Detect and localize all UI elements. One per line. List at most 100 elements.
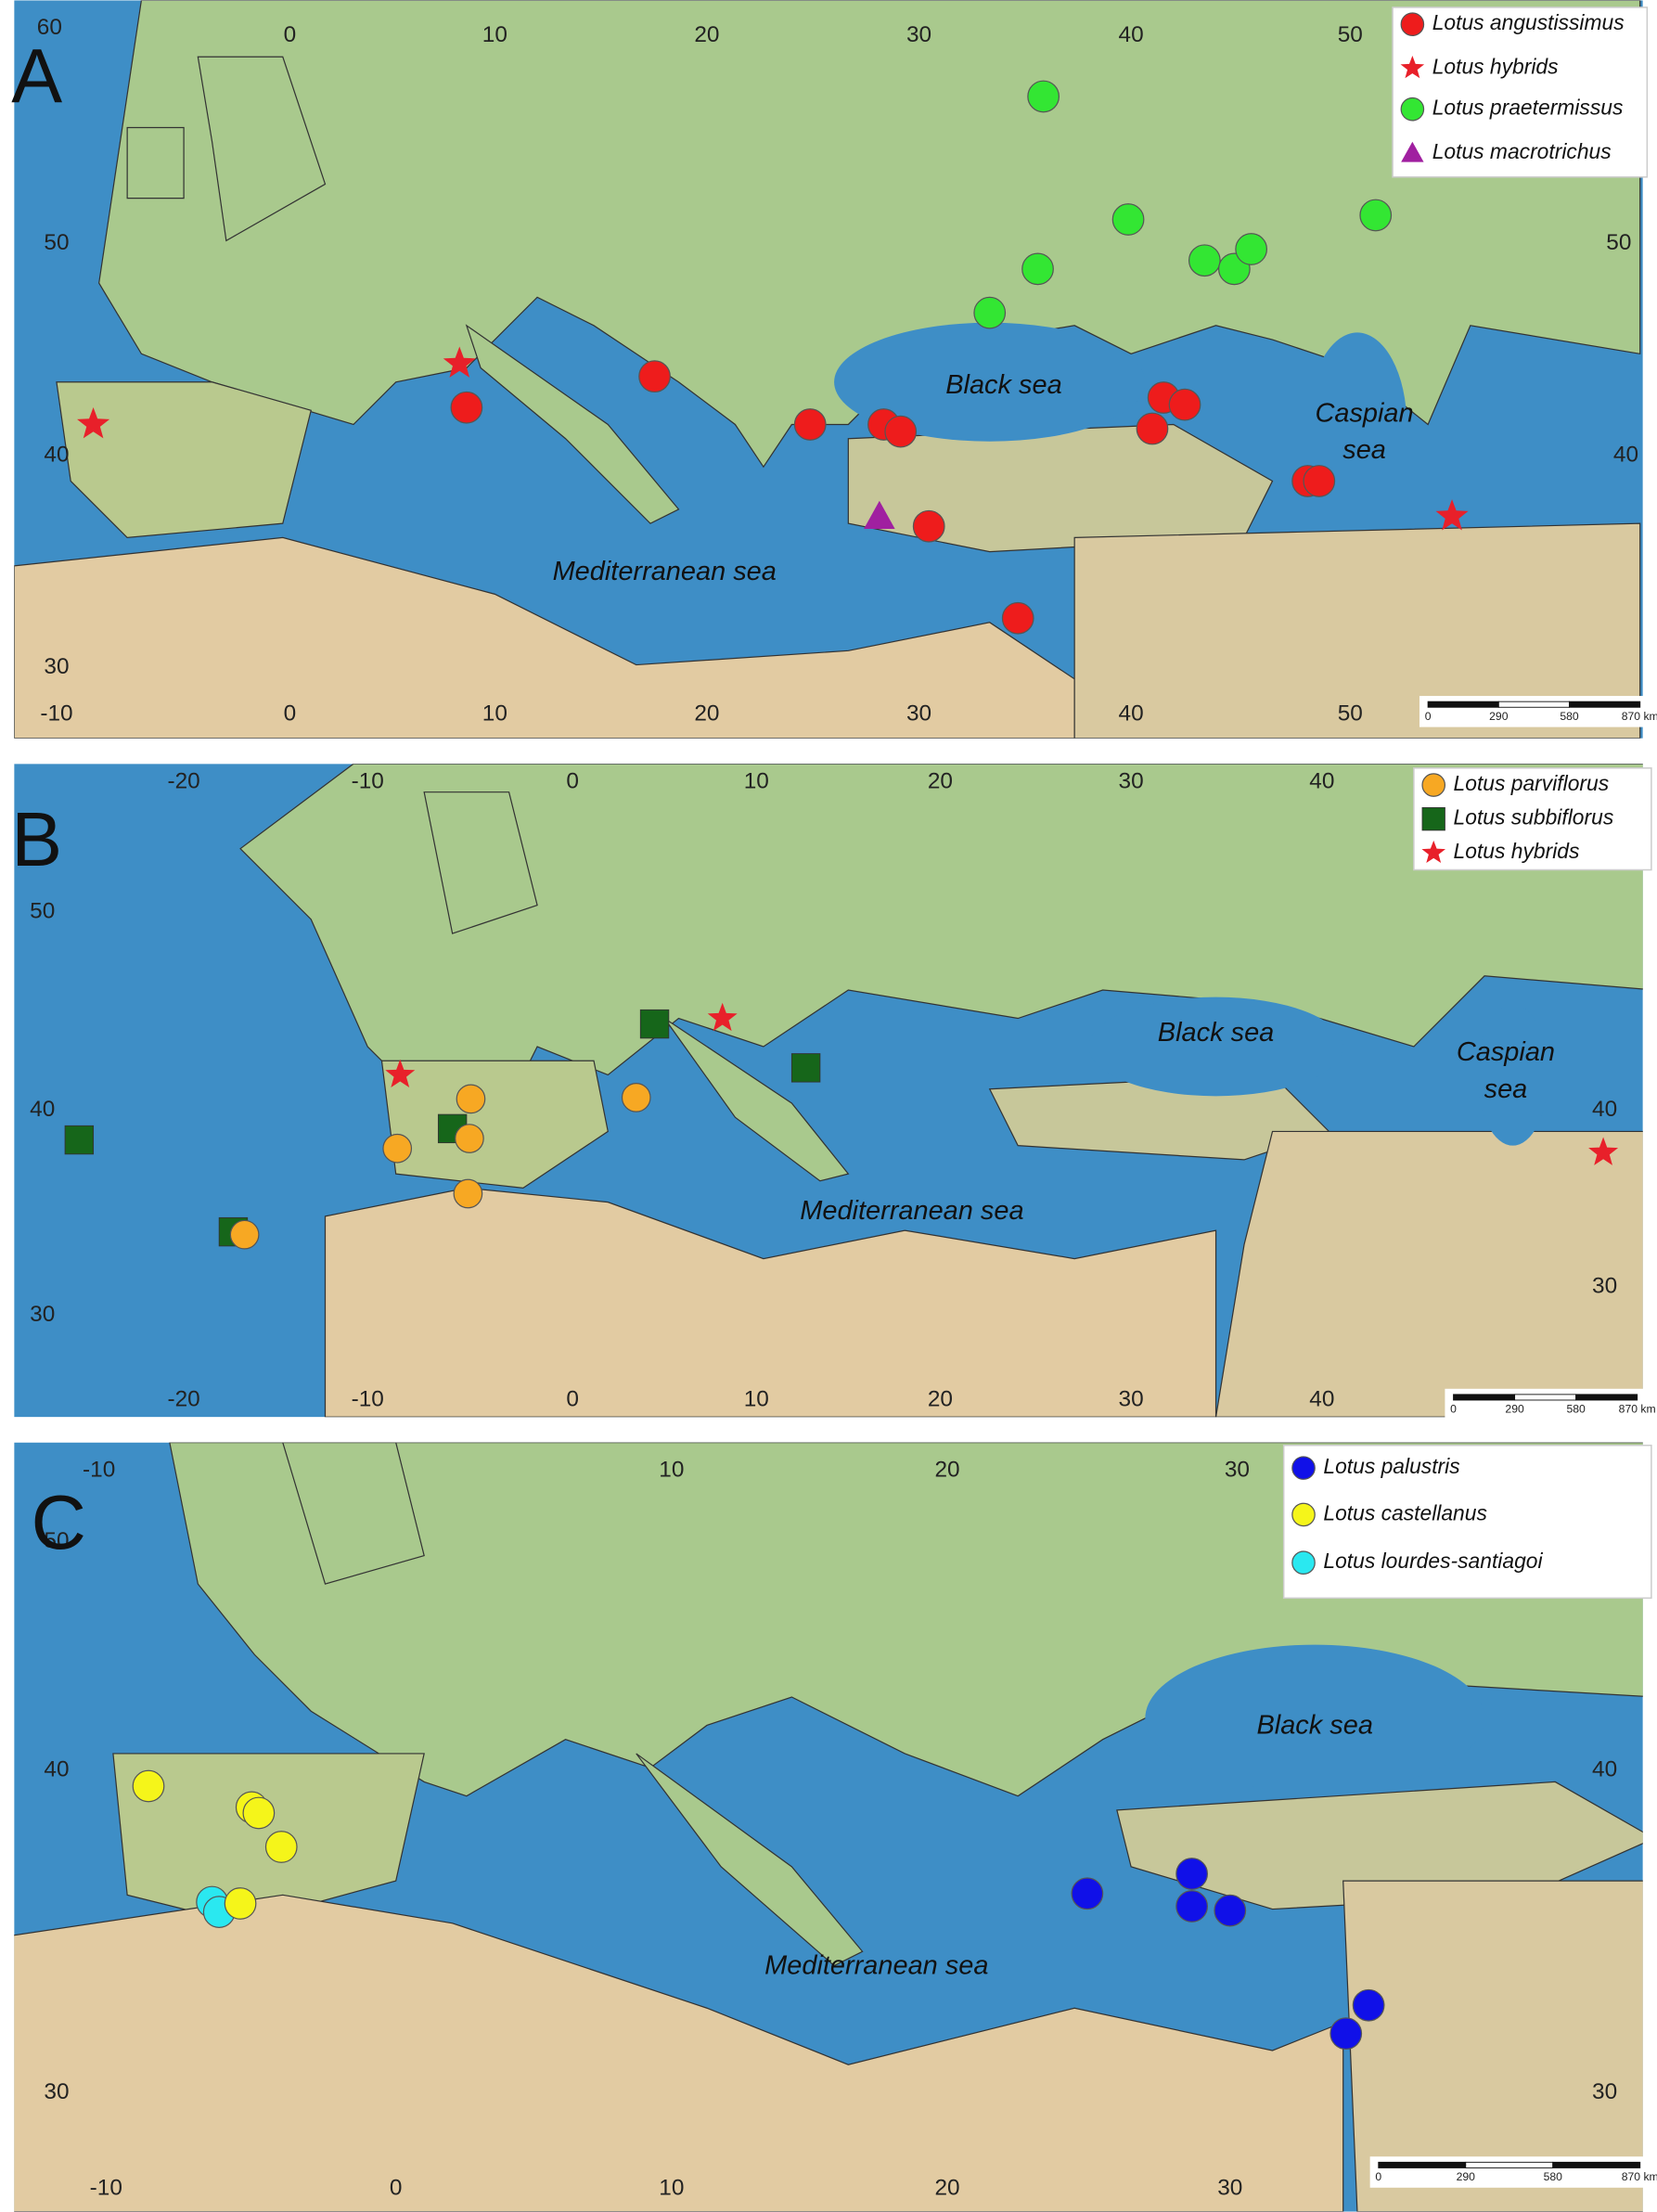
- graticule-label: 10: [659, 2176, 684, 2201]
- marker: [456, 1084, 486, 1114]
- map-a: [14, 0, 1643, 739]
- legend-label: Lotus macrotrichus: [1432, 139, 1612, 163]
- map-c: [14, 1442, 1643, 2212]
- graticule-label: 20: [928, 768, 953, 793]
- scale-label: 290: [1505, 1403, 1524, 1416]
- marker: [443, 346, 476, 378]
- marker: [77, 407, 110, 439]
- sea-label: Caspian: [1457, 1037, 1555, 1067]
- graticule-label: 40: [1613, 442, 1638, 467]
- graticule-label: -10: [352, 768, 384, 793]
- graticule-label: 30: [30, 1302, 55, 1327]
- marker: [912, 509, 945, 543]
- graticule-label: -10: [83, 1458, 115, 1483]
- sea-label: Caspian: [1315, 398, 1413, 428]
- marker: [1027, 80, 1060, 113]
- graticule-label: 20: [694, 701, 719, 726]
- graticule-label: 20: [694, 22, 719, 47]
- marker: [1421, 773, 1446, 797]
- marker: [1071, 1877, 1104, 1910]
- graticule-label: -20: [167, 1386, 199, 1411]
- graticule-label: 40: [30, 1097, 55, 1122]
- graticule-label: 30: [906, 22, 931, 47]
- sea-label: Black sea: [945, 370, 1061, 400]
- marker: [638, 360, 671, 393]
- sea-label: Mediterranean sea: [764, 1951, 988, 1981]
- scale-label: 0: [1450, 1403, 1457, 1416]
- graticule-label: -10: [90, 2176, 122, 2201]
- scale-label: 580: [1544, 2170, 1563, 2183]
- marker: [790, 1053, 821, 1083]
- marker: [229, 1219, 260, 1250]
- marker: [1235, 233, 1268, 265]
- sea-label: sea: [1484, 1074, 1528, 1104]
- map-b: [14, 764, 1643, 1418]
- graticule-label: 10: [744, 1386, 769, 1411]
- marker: [973, 296, 1007, 329]
- marker: [450, 391, 483, 424]
- scale-label: 870 km: [1622, 2170, 1657, 2183]
- marker: [621, 1083, 651, 1112]
- graticule-label: 0: [390, 2176, 403, 2201]
- marker: [242, 1796, 276, 1830]
- scale-label: 580: [1560, 710, 1579, 723]
- legend-label: Lotus hybrids: [1454, 839, 1580, 863]
- panel-label: A: [11, 34, 62, 119]
- scale-bar: [1514, 1394, 1577, 1401]
- marker: [707, 1002, 738, 1032]
- scale-label: 870 km: [1622, 710, 1657, 723]
- legend-label: Lotus parviflorus: [1454, 771, 1610, 795]
- sea-label: Mediterranean sea: [800, 1196, 1023, 1226]
- sea-label: sea: [1342, 435, 1386, 465]
- graticule-label: 0: [566, 1386, 579, 1411]
- graticule-label: 30: [906, 701, 931, 726]
- legend-label: Lotus subbiflorus: [1454, 805, 1614, 830]
- marker: [793, 408, 827, 441]
- panel-label: C: [32, 1481, 86, 1565]
- graticule-label: 50: [1606, 230, 1631, 255]
- graticule-label: 10: [482, 701, 507, 726]
- graticule-label: 60: [37, 15, 62, 40]
- marker: [1136, 412, 1169, 445]
- marker: [455, 1124, 484, 1153]
- marker: [1175, 1858, 1209, 1890]
- marker: [1291, 1550, 1316, 1575]
- graticule-label: 30: [1592, 2079, 1617, 2104]
- marker: [1588, 1137, 1619, 1165]
- marker: [224, 1887, 257, 1920]
- scale-label: 580: [1566, 1403, 1586, 1416]
- scale-bg: [1419, 696, 1654, 727]
- graticule-label: 40: [1309, 1386, 1334, 1411]
- marker: [1303, 465, 1336, 497]
- marker: [1435, 499, 1469, 531]
- graticule-label: 10: [659, 1458, 684, 1483]
- graticule-label: 30: [1119, 1386, 1144, 1411]
- graticule-label: 30: [44, 654, 69, 679]
- marker: [1400, 96, 1425, 122]
- marker: [1421, 840, 1446, 864]
- legend-label: Lotus castellanus: [1323, 1500, 1487, 1524]
- graticule-label: 50: [44, 1528, 69, 1553]
- scale-bar: [1427, 701, 1499, 708]
- graticule-label: 40: [44, 1757, 69, 1782]
- scale-label: 290: [1489, 710, 1509, 723]
- marker: [1214, 1894, 1247, 1927]
- marker: [884, 415, 918, 448]
- legend-label: Lotus angustissimus: [1432, 10, 1625, 34]
- marker: [1175, 1890, 1209, 1923]
- panel-label: B: [11, 798, 62, 882]
- graticule-label: 40: [1592, 1757, 1617, 1782]
- legend-label: Lotus hybrids: [1432, 54, 1559, 78]
- graticule-label: 0: [566, 768, 579, 793]
- graticule-label: 10: [482, 22, 507, 47]
- graticule-label: 0: [284, 701, 297, 726]
- legend-label: Lotus praetermissus: [1432, 96, 1624, 120]
- marker: [1188, 244, 1221, 277]
- graticule-label: 40: [1119, 22, 1144, 47]
- marker: [1291, 1456, 1316, 1480]
- marker: [132, 1769, 165, 1803]
- graticule-label: 20: [934, 2176, 959, 2201]
- scale-label: 870 km: [1619, 1403, 1656, 1416]
